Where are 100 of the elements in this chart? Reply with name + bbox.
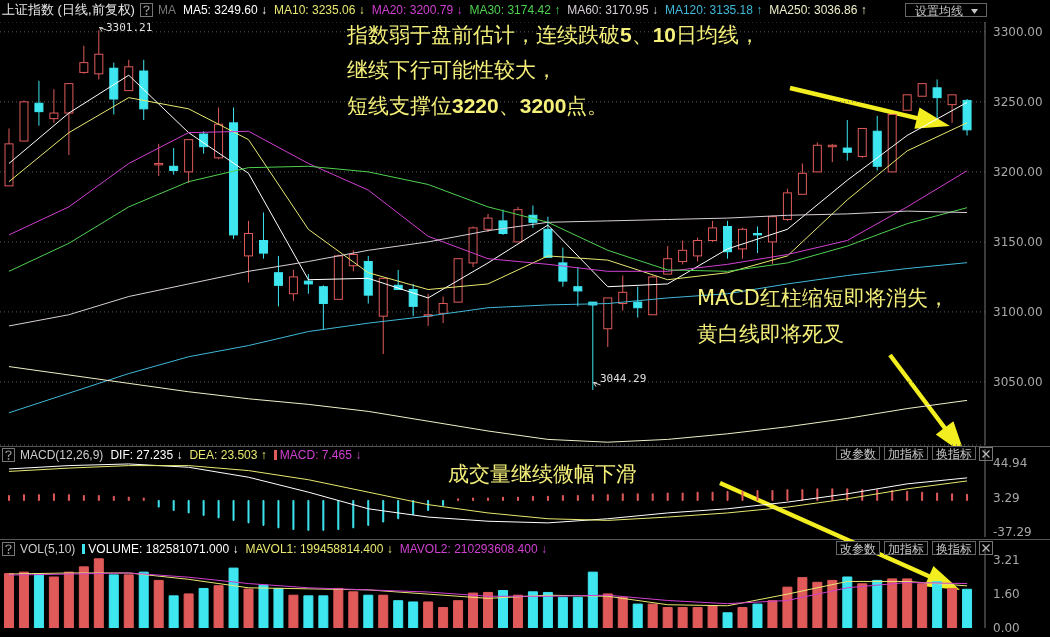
annotation: 继续下行可能性较大，: [347, 58, 557, 82]
candlestick: [842, 119, 852, 162]
text: MAVOL2: 210293608.400 ↓: [399, 542, 547, 556]
bar: [33, 573, 44, 628]
bar: [812, 581, 823, 628]
annotation: 改参数: [840, 542, 876, 556]
bar: [647, 603, 658, 628]
bar: [542, 591, 553, 628]
bar: [153, 579, 164, 628]
bar: [527, 591, 538, 628]
bar: [453, 600, 464, 628]
y-tick-label: -37.29: [993, 524, 1032, 539]
annotation: 黄白线即将死叉: [697, 322, 844, 346]
candlestick: [498, 209, 508, 236]
candlestick: [932, 78, 942, 120]
bar: [932, 581, 943, 628]
bar: [123, 574, 134, 628]
bar: [483, 591, 494, 628]
bar: [692, 606, 703, 628]
text: MAVOL1: 199458814.400 ↓: [245, 542, 393, 556]
annotation: 指数弱于盘前估计，连续跌破5、10日均线，: [347, 23, 761, 47]
line-series: [8, 262, 968, 414]
bar: [438, 606, 449, 628]
series-label: DIF: 27.235 ↓: [110, 448, 183, 462]
y-tick-label: 3.21: [993, 553, 1020, 568]
text: MA30: 3174.42 ↑: [469, 3, 561, 17]
candlestick: [124, 59, 134, 92]
bar: [108, 574, 119, 628]
bar: [632, 603, 643, 628]
bar: [857, 583, 868, 628]
annotation: 加指标: [888, 447, 924, 461]
annotation: 换指标: [936, 542, 972, 556]
candlestick: [558, 247, 568, 288]
bar: [183, 593, 194, 628]
bar: [602, 593, 613, 628]
candlestick: [288, 269, 298, 302]
bar: [408, 601, 419, 628]
candlestick: [738, 227, 748, 260]
y-tick-label: 1.60: [993, 587, 1020, 602]
bar: [617, 596, 628, 628]
bar: [572, 596, 583, 628]
bar: [363, 594, 374, 628]
text: MA5: 3249.60 ↓: [182, 3, 267, 17]
candlestick: [258, 211, 268, 260]
y-tick-label: 3200.00: [993, 165, 1043, 180]
bar: [348, 591, 359, 628]
candlestick: [244, 220, 254, 284]
bar: [512, 594, 523, 628]
bar: [677, 606, 688, 628]
candlestick: [318, 284, 328, 331]
text: MA20: 3200.79 ↓: [371, 3, 463, 17]
bar: [213, 585, 224, 628]
text: MA10: 3235.06 ↓: [273, 3, 365, 17]
annotation: 成交量继续微幅下滑: [448, 462, 637, 486]
bar: [48, 576, 59, 628]
bar: [333, 587, 344, 628]
annotation: 换指标: [936, 447, 972, 461]
bar: [797, 577, 808, 628]
bar: [138, 571, 149, 628]
bar: [258, 584, 269, 628]
candlestick: [154, 143, 164, 177]
bar: [902, 578, 913, 628]
annotation: 改参数: [840, 447, 876, 461]
bar: [273, 587, 284, 628]
bar: [318, 595, 329, 628]
candlestick: [573, 266, 583, 307]
bar: [962, 588, 973, 628]
y-tick-label: 3150.00: [993, 235, 1043, 250]
y-tick-label: 3050.00: [993, 375, 1043, 390]
y-tick-label: 0.00: [993, 621, 1020, 636]
bar: [917, 583, 928, 628]
bar: [782, 586, 793, 628]
bar: [887, 578, 898, 628]
bar: [827, 579, 838, 628]
bar: [947, 587, 958, 628]
y-tick-label: 3300.00: [993, 25, 1043, 40]
bar: [303, 595, 314, 628]
y-tick-label: 3.29: [993, 491, 1020, 505]
bar: [497, 590, 508, 628]
candlestick: [79, 45, 89, 75]
bar: [18, 571, 29, 628]
candlestick: [693, 237, 703, 263]
annotation: MACD红柱缩短即将消失，: [697, 286, 949, 310]
text: MA60: 3170.95 ↓: [567, 3, 658, 17]
candlestick: [633, 286, 643, 319]
text: MA250: 3036.86 ↑: [769, 3, 867, 17]
candlestick: [708, 220, 718, 243]
bar: [93, 558, 104, 628]
bar: [198, 587, 209, 628]
y-tick-label: 44.94: [993, 456, 1028, 471]
bar: [662, 606, 673, 628]
bar: [557, 596, 568, 628]
legend-label: MACD: 7.465 ↓: [279, 448, 362, 462]
legend-title: VOL(5,10): [20, 542, 76, 556]
annotation: 3044.29: [600, 372, 647, 385]
bar: [228, 567, 239, 628]
bar: [78, 566, 89, 628]
bar: [737, 606, 748, 628]
bar: [722, 612, 733, 628]
text: 设置均线: [914, 4, 963, 18]
